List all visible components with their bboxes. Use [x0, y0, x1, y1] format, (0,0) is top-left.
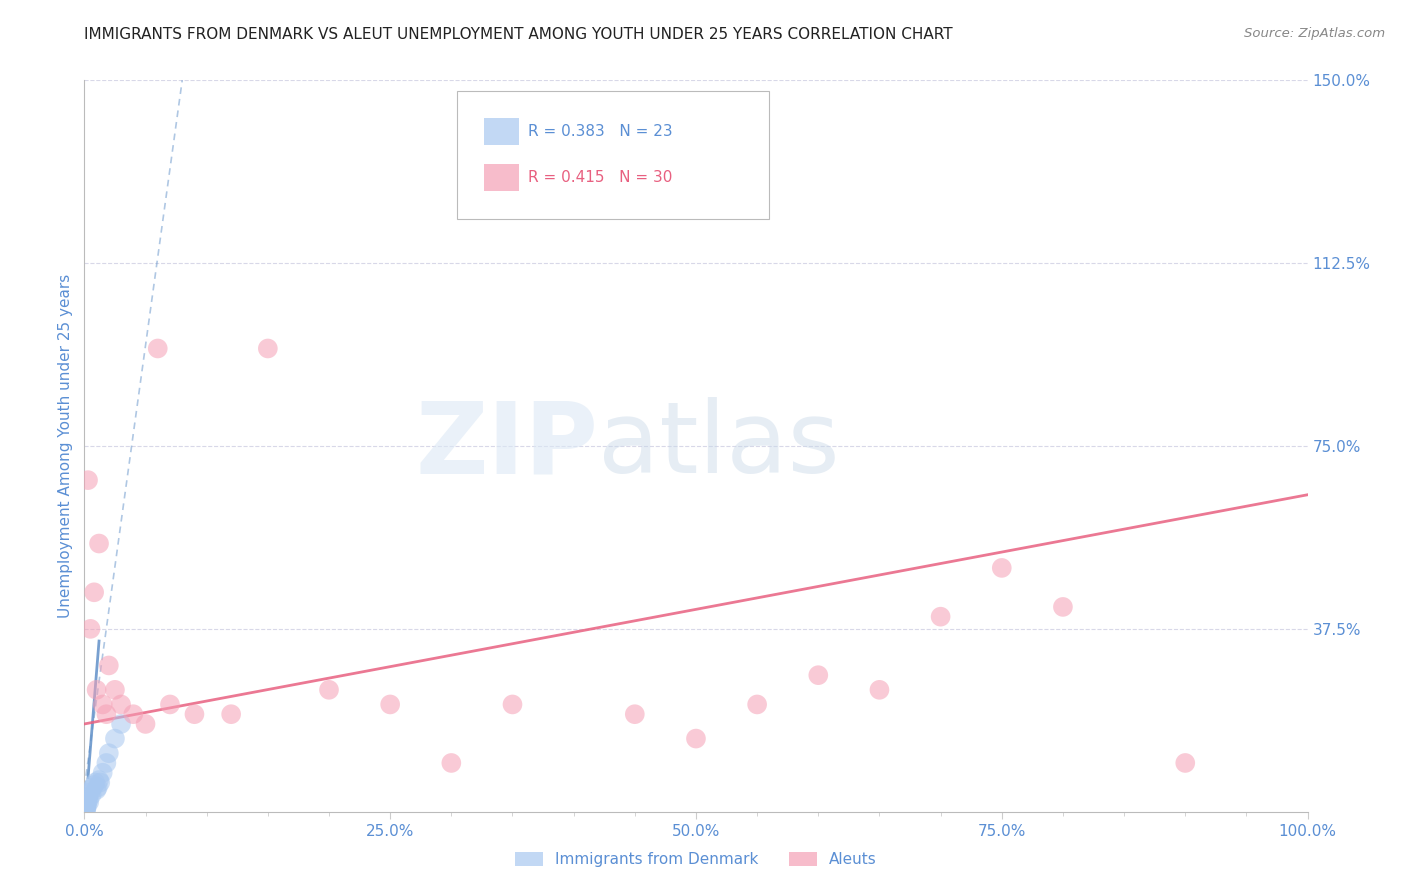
Point: [97, 746, 120, 760]
Point: [318, 682, 340, 697]
Point: [183, 707, 205, 722]
Point: [502, 698, 524, 712]
Point: [87, 772, 110, 787]
Point: [83, 778, 105, 792]
Point: [97, 658, 120, 673]
Point: [77, 795, 100, 809]
Text: ZIP: ZIP: [415, 398, 598, 494]
Point: [83, 585, 105, 599]
Point: [91, 765, 114, 780]
Y-axis label: Unemployment Among Youth under 25 years: Unemployment Among Youth under 25 years: [58, 274, 73, 618]
Point: [77, 790, 100, 805]
FancyBboxPatch shape: [484, 163, 519, 192]
Point: [76, 797, 98, 812]
Point: [87, 780, 110, 795]
Point: [747, 698, 769, 712]
Point: [685, 731, 707, 746]
Point: [159, 698, 181, 712]
Point: [104, 731, 127, 746]
Text: atlas: atlas: [598, 398, 839, 494]
Text: R = 0.383   N = 23: R = 0.383 N = 23: [529, 124, 673, 139]
Point: [77, 473, 100, 487]
Point: [219, 707, 242, 722]
Point: [440, 756, 463, 770]
Point: [76, 795, 98, 809]
Point: [1052, 599, 1074, 614]
Point: [86, 782, 108, 797]
Text: R = 0.415   N = 30: R = 0.415 N = 30: [529, 170, 672, 185]
Point: [929, 609, 952, 624]
Point: [1174, 756, 1197, 770]
Point: [87, 536, 110, 550]
FancyBboxPatch shape: [457, 91, 769, 219]
Point: [122, 707, 145, 722]
Text: Source: ZipAtlas.com: Source: ZipAtlas.com: [1244, 27, 1385, 40]
Point: [75, 803, 97, 817]
Point: [75, 801, 97, 815]
Point: [89, 775, 111, 789]
Point: [869, 682, 891, 697]
Point: [80, 788, 103, 802]
Point: [96, 756, 118, 770]
Point: [257, 342, 280, 356]
Point: [624, 707, 647, 722]
Point: [84, 775, 107, 789]
Point: [82, 780, 104, 795]
Point: [991, 561, 1014, 575]
Point: [79, 785, 101, 799]
Point: [380, 698, 402, 712]
FancyBboxPatch shape: [484, 118, 519, 145]
Point: [86, 682, 108, 697]
Point: [91, 698, 114, 712]
Point: [135, 717, 157, 731]
Point: [104, 682, 127, 697]
Point: [79, 622, 101, 636]
Point: [75, 802, 97, 816]
Point: [110, 698, 132, 712]
Legend: Immigrants from Denmark, Aleuts: Immigrants from Denmark, Aleuts: [509, 847, 883, 873]
Point: [146, 342, 169, 356]
Text: IMMIGRANTS FROM DENMARK VS ALEUT UNEMPLOYMENT AMONG YOUTH UNDER 25 YEARS CORRELA: IMMIGRANTS FROM DENMARK VS ALEUT UNEMPLO…: [84, 27, 953, 42]
Point: [110, 717, 132, 731]
Point: [807, 668, 830, 682]
Point: [77, 792, 100, 806]
Point: [76, 800, 98, 814]
Point: [96, 707, 118, 722]
